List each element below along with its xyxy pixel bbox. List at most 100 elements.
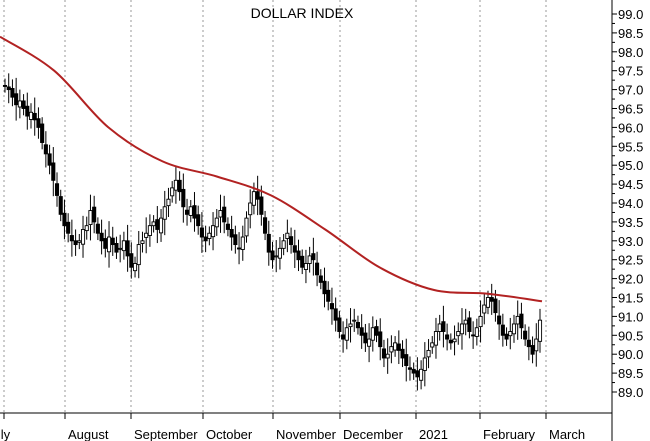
price-bar bbox=[266, 220, 271, 266]
y-tick-label-3: 90.5 bbox=[618, 328, 643, 343]
price-bar bbox=[396, 330, 401, 365]
price-bar bbox=[92, 195, 97, 234]
price-bar bbox=[433, 317, 439, 359]
price-bar bbox=[28, 103, 34, 129]
price-bar bbox=[188, 199, 193, 223]
price-bar bbox=[144, 217, 149, 254]
x-axis-ticks: July August September October November Decemb… bbox=[0, 413, 585, 441]
price-bar bbox=[21, 94, 26, 116]
price-bar bbox=[207, 226, 212, 246]
y-tick-label-9: 93.5 bbox=[618, 215, 643, 230]
price-bar bbox=[385, 338, 390, 374]
month-gridlines bbox=[3, 0, 547, 413]
price-bar bbox=[367, 323, 372, 363]
price-bar bbox=[530, 336, 535, 364]
price-bar bbox=[296, 239, 301, 272]
price-bar bbox=[77, 233, 82, 250]
y-tick-label-14: 96.0 bbox=[618, 120, 643, 135]
price-bar bbox=[363, 323, 368, 352]
price-bar bbox=[47, 144, 52, 175]
price-bar bbox=[110, 226, 115, 256]
price-bar bbox=[196, 205, 201, 235]
price-bar bbox=[289, 227, 294, 254]
price-bar bbox=[129, 242, 134, 279]
y-tick-label-15: 96.5 bbox=[618, 102, 643, 117]
price-bar bbox=[348, 308, 353, 343]
x-tick-label-0: July bbox=[0, 427, 11, 441]
price-bar bbox=[474, 318, 479, 346]
x-tick-label-8: March bbox=[549, 427, 585, 441]
price-bar bbox=[448, 333, 453, 350]
y-tick-label-2: 90.0 bbox=[618, 347, 643, 362]
price-bar bbox=[106, 221, 112, 268]
chart-title: DOLLAR INDEX bbox=[251, 5, 354, 21]
moving-average-line bbox=[0, 35, 543, 303]
price-bar bbox=[118, 234, 123, 263]
price-bar bbox=[173, 166, 178, 204]
price-bar bbox=[456, 322, 461, 345]
price-bar bbox=[121, 231, 126, 260]
price-bar bbox=[467, 311, 472, 339]
price-bar bbox=[177, 171, 182, 201]
price-bar bbox=[419, 360, 424, 390]
price-bar bbox=[411, 362, 416, 380]
y-tick-label-8: 93.0 bbox=[618, 234, 643, 249]
price-bar bbox=[374, 319, 379, 343]
price-bar bbox=[333, 297, 338, 332]
price-bar bbox=[274, 240, 279, 273]
price-bar bbox=[244, 211, 249, 243]
price-bar bbox=[515, 300, 520, 340]
price-bar bbox=[437, 314, 442, 341]
price-bar bbox=[62, 199, 67, 240]
price-bar bbox=[199, 212, 204, 253]
y-tick-label-4: 91.0 bbox=[618, 309, 643, 324]
price-bar bbox=[2, 78, 8, 93]
price-bar bbox=[400, 340, 405, 368]
price-bar bbox=[300, 249, 305, 275]
x-tick-label-4: November bbox=[276, 427, 337, 441]
price-bar bbox=[103, 229, 108, 258]
price-bar bbox=[519, 302, 524, 340]
x-tick-label-2: September bbox=[134, 427, 198, 441]
y-tick-label-19: 98.5 bbox=[618, 26, 643, 41]
price-bar bbox=[225, 217, 230, 237]
price-bar bbox=[136, 230, 141, 279]
price-bar bbox=[99, 219, 104, 255]
price-bar bbox=[341, 321, 346, 353]
price-bar bbox=[318, 269, 323, 290]
price-bar bbox=[80, 215, 86, 258]
price-bar bbox=[255, 175, 260, 216]
y-tick-label-12: 95.0 bbox=[618, 158, 643, 173]
price-bar bbox=[125, 224, 130, 272]
price-bar bbox=[203, 225, 208, 253]
price-bar bbox=[285, 219, 290, 253]
y-tick-label-6: 92.0 bbox=[618, 272, 643, 287]
price-bar bbox=[303, 249, 308, 284]
price-bar bbox=[281, 233, 286, 256]
price-bar bbox=[329, 287, 334, 325]
price-bar bbox=[240, 225, 245, 261]
price-bar bbox=[508, 317, 513, 350]
price-bar bbox=[84, 216, 89, 240]
y-tick-label-18: 98.0 bbox=[618, 45, 643, 60]
price-bar bbox=[25, 92, 30, 130]
price-bar bbox=[181, 173, 186, 223]
x-tick-label-7: February bbox=[483, 427, 536, 441]
price-bar bbox=[51, 147, 56, 197]
x-tick-label-1: August bbox=[68, 427, 109, 441]
price-bar bbox=[10, 79, 15, 107]
price-bar bbox=[359, 314, 364, 349]
price-bar bbox=[355, 315, 361, 335]
price-bar bbox=[526, 326, 531, 361]
price-bar bbox=[73, 229, 78, 256]
price-bar bbox=[229, 215, 234, 251]
price-bar bbox=[192, 192, 197, 232]
price-bar bbox=[537, 308, 543, 353]
price-bar bbox=[344, 318, 349, 350]
price-bar bbox=[504, 327, 509, 346]
x-tick-label-5: December bbox=[343, 427, 404, 441]
price-bar bbox=[248, 189, 253, 229]
price-bar bbox=[452, 325, 457, 356]
x-tick-label-6: 2021 bbox=[419, 427, 448, 441]
price-bar bbox=[422, 342, 427, 387]
